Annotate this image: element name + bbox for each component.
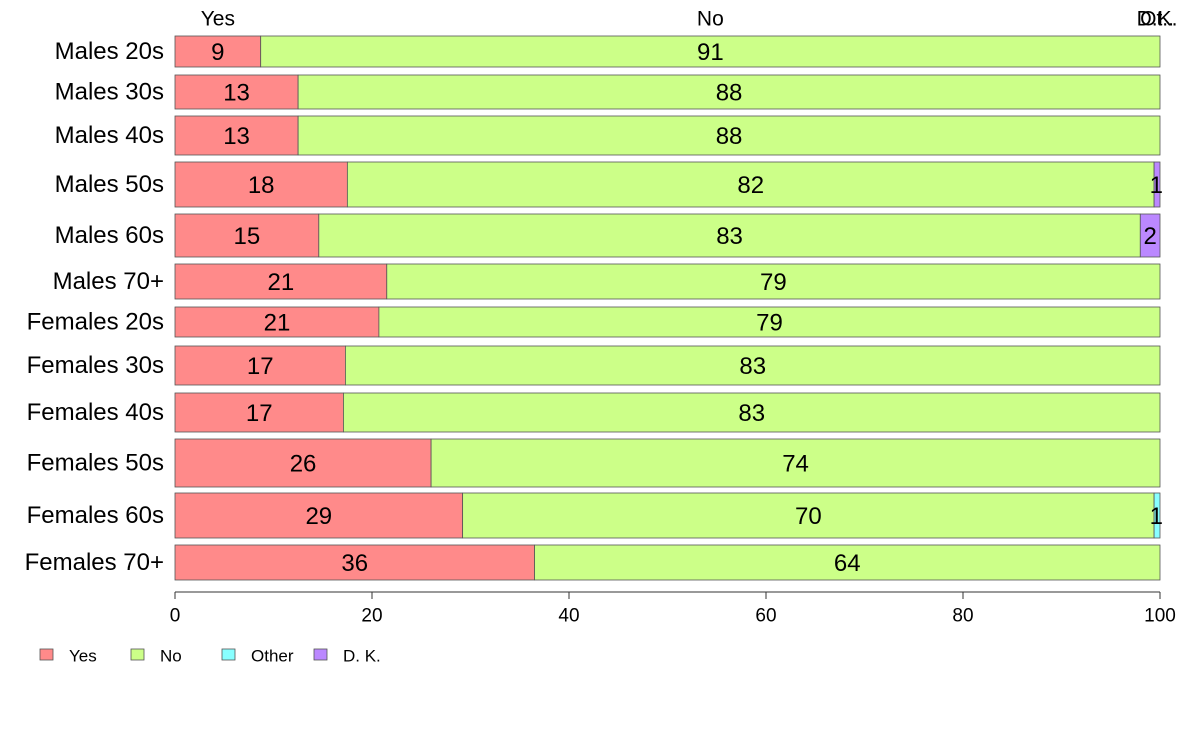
x-tick-label: 100 <box>1144 606 1176 627</box>
data-label: 91 <box>697 39 724 66</box>
category-label: Females 60s <box>27 502 164 529</box>
data-label: 18 <box>248 172 275 199</box>
bar-segment-no <box>260 35 1161 68</box>
x-tick-label: 80 <box>952 606 973 627</box>
bar-segment-no <box>462 492 1155 539</box>
data-label: 64 <box>834 550 861 577</box>
category-labels: Males 20s Males 30s Males 40s Males 50s Male… <box>25 38 164 576</box>
data-label: 13 <box>223 80 250 107</box>
data-label: 82 <box>737 172 764 199</box>
category-label: Females 20s <box>27 309 164 336</box>
legend-swatch <box>221 648 236 661</box>
category-label: Males 40s <box>55 122 164 149</box>
bar-segment-yes <box>174 544 535 581</box>
bar-segment-d-k <box>1153 161 1161 208</box>
data-label: 1 <box>1150 172 1163 199</box>
x-tick-label: 40 <box>558 606 579 627</box>
bar-segment-yes <box>174 115 299 156</box>
data-label: 26 <box>290 451 317 478</box>
category-label: Females 30s <box>27 352 164 379</box>
data-label: 70 <box>795 503 822 530</box>
legend-swatch <box>130 648 145 661</box>
bar-segment-other <box>1153 492 1161 539</box>
bar-segment-no <box>386 263 1161 300</box>
x-tick-label: 60 <box>755 606 776 627</box>
data-label: 13 <box>223 123 250 150</box>
bar-segment-yes <box>174 392 344 433</box>
bar-segment-yes <box>174 306 380 338</box>
data-label: 79 <box>760 269 787 296</box>
data-label: 9 <box>211 39 224 66</box>
legend-label: Other <box>251 647 294 666</box>
bar-segment-yes <box>174 345 346 386</box>
legend-label: No <box>160 647 182 666</box>
data-label: 17 <box>247 353 274 380</box>
bar-segment-no <box>318 213 1141 258</box>
bar-segment-yes <box>174 161 348 208</box>
legend: Yes No Other D. K. <box>39 647 381 666</box>
data-label: 21 <box>268 269 295 296</box>
data-label: 1 <box>1150 503 1163 530</box>
x-axis: 0 20 40 60 80 100 <box>170 591 1176 627</box>
category-label: Males 70+ <box>53 268 164 295</box>
legend-label: D. K. <box>343 647 381 666</box>
bar-segment-no <box>297 115 1161 156</box>
data-label: 21 <box>264 310 291 337</box>
bar-segment-no <box>378 306 1161 338</box>
bar-segment-yes <box>174 492 464 539</box>
data-label: 29 <box>305 503 332 530</box>
bar-segment-no <box>534 544 1161 581</box>
bar-segment-no <box>345 345 1161 386</box>
category-label: Males 50s <box>55 171 164 198</box>
top-labels: Yes No D.K.Ot.. <box>201 8 1178 31</box>
data-label: 83 <box>738 400 765 427</box>
top-label: D.K. <box>1137 8 1178 31</box>
legend-label: Yes <box>69 647 97 666</box>
legend-swatch <box>39 648 54 661</box>
data-label: 79 <box>756 310 783 337</box>
bar-segment-no <box>430 438 1161 488</box>
category-label: Females 50s <box>27 450 164 477</box>
x-tick-label: 0 <box>170 606 181 627</box>
top-label: Ot.. <box>1140 8 1174 31</box>
category-label: Males 20s <box>55 38 164 65</box>
top-label: Yes <box>201 8 235 31</box>
data-label: 2 <box>1143 223 1156 250</box>
bar-segment-d-k <box>1139 213 1161 258</box>
category-label: Females 40s <box>27 399 164 426</box>
data-label: 15 <box>234 223 261 250</box>
bar-segment-no <box>297 74 1161 110</box>
bar-segment-yes <box>174 213 320 258</box>
bar-segment-no <box>343 392 1161 433</box>
data-label: 88 <box>716 80 743 107</box>
bar-segment-yes <box>174 263 388 300</box>
category-label: Males 30s <box>55 79 164 106</box>
category-label: Females 70+ <box>25 549 164 576</box>
x-tick-label: 20 <box>361 606 382 627</box>
data-label: 83 <box>739 353 766 380</box>
bar-segment-no <box>346 161 1155 208</box>
data-label: 88 <box>716 123 743 150</box>
data-label: 83 <box>716 223 743 250</box>
data-label: 17 <box>246 400 273 427</box>
category-label: Males 60s <box>55 222 164 249</box>
bars: 9 91 13 88 13 88 18 82 1 15 83 2 21 79 21 79 17 83 17 83 26 7… <box>174 35 1163 581</box>
data-label: 74 <box>782 451 809 478</box>
top-label: No <box>697 8 724 31</box>
legend-swatch <box>313 648 328 661</box>
data-label: 36 <box>341 550 368 577</box>
bar-segment-yes <box>174 438 432 488</box>
